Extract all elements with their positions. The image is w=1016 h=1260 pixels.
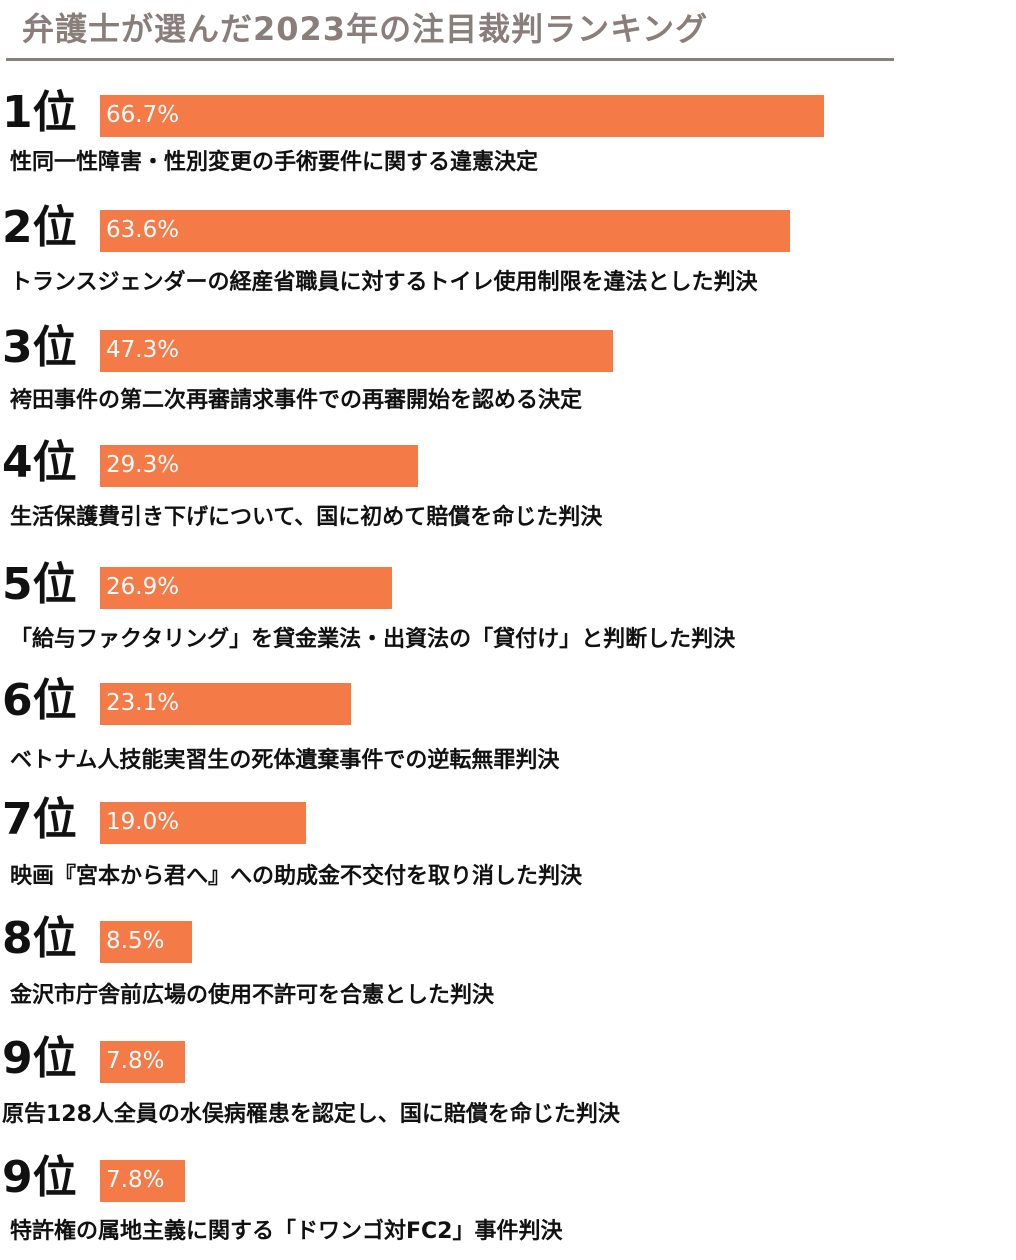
bar-value-label: 8.5%	[106, 928, 165, 954]
bar-value-label: 7.8%	[106, 1167, 165, 1193]
category-label: 袴田事件の第二次再審請求事件での再審開始を認める決定	[10, 388, 583, 413]
title-underline	[6, 58, 894, 61]
bar	[100, 330, 613, 372]
rank-label: 7位	[2, 794, 77, 845]
bar	[100, 445, 418, 487]
bar-value-label: 63.6%	[106, 217, 180, 243]
bar-value-label: 47.3%	[106, 337, 180, 363]
rank-label: 8位	[2, 913, 77, 964]
bar	[100, 921, 192, 963]
category-label: 「給与ファクタリング」を貸金業法・出資法の「貸付け」と判断した判決	[10, 627, 736, 652]
bar-value-label: 19.0%	[106, 809, 180, 835]
category-label: 金沢市庁舎前広場の使用不許可を合憲とした判決	[10, 983, 495, 1008]
bar	[100, 567, 392, 609]
bar-value-label: 66.7%	[106, 102, 180, 128]
rank-label: 9位	[2, 1152, 77, 1203]
rank-label: 3位	[2, 322, 77, 373]
bar	[100, 210, 790, 252]
rank-label: 9位	[2, 1033, 77, 1084]
bar-value-label: 26.9%	[106, 574, 180, 600]
category-label: 性同一性障害・性別変更の手術要件に関する違憲決定	[10, 150, 539, 175]
bar	[100, 1160, 185, 1202]
category-label: ベトナム人技能実習生の死体遺棄事件での逆転無罪判決	[10, 748, 560, 773]
bar-value-label: 29.3%	[106, 452, 180, 478]
chart-title: 弁護士が選んだ2023年の注目裁判ランキング	[22, 10, 709, 48]
rank-label: 2位	[2, 202, 77, 253]
category-label: 特許権の属地主義に関する「ドワンゴ対FC2」事件判決	[10, 1219, 563, 1244]
bar	[100, 1041, 185, 1083]
rank-label: 4位	[2, 437, 77, 488]
bar-value-label: 7.8%	[106, 1048, 165, 1074]
bar	[100, 683, 351, 725]
rank-label: 5位	[2, 559, 77, 610]
bar	[100, 802, 306, 844]
category-label: 映画『宮本から君へ』への助成金不交付を取り消した判決	[10, 864, 583, 889]
rank-label: 6位	[2, 675, 77, 726]
bar	[100, 95, 824, 137]
category-label: トランスジェンダーの経産省職員に対するトイレ使用制限を違法とした判決	[10, 270, 758, 295]
rank-label: 1位	[2, 87, 77, 138]
bar-value-label: 23.1%	[106, 690, 180, 716]
category-label: 原告128人全員の水俣病罹患を認定し、国に賠償を命じた判決	[2, 1102, 620, 1127]
category-label: 生活保護費引き下げについて、国に初めて賠償を命じた判決	[10, 505, 603, 530]
